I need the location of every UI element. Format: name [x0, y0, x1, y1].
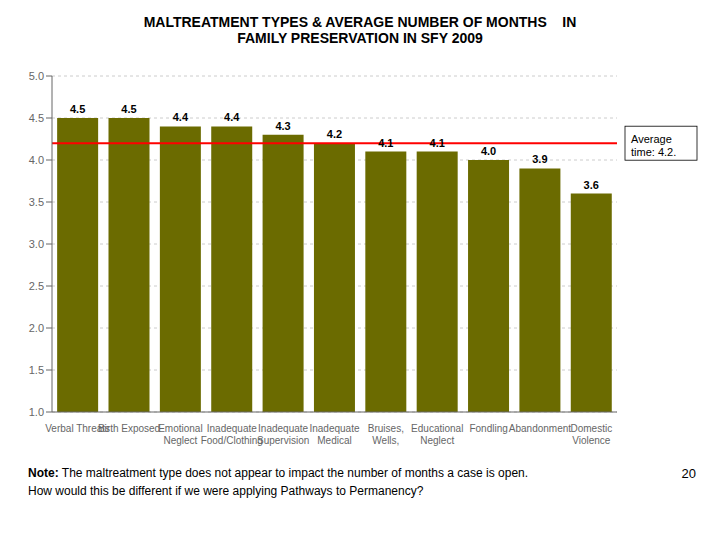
svg-text:4.4: 4.4 — [224, 111, 240, 123]
svg-text:4.2: 4.2 — [327, 128, 342, 140]
svg-text:4.5: 4.5 — [121, 103, 136, 115]
svg-text:4.1: 4.1 — [378, 137, 393, 149]
svg-text:4.1: 4.1 — [430, 137, 445, 149]
svg-text:InadequateMedical: InadequateMedical — [309, 423, 359, 446]
html-text:Note: The maltreatment type do: Note: The maltreatment type does not app… — [28, 466, 529, 480]
svg-text:EducationalNeglect: EducationalNeglect — [411, 423, 463, 446]
svg-text:1.0: 1.0 — [29, 406, 44, 418]
html-text:20: 20 — [681, 466, 696, 481]
html-text:MALTREATMENT TYPES & AVERAGE N: MALTREATMENT TYPES & AVERAGE NUMBER OF M… — [143, 14, 577, 30]
svg-text:1.5: 1.5 — [29, 364, 44, 376]
svg-text:Abandonment: Abandonment — [509, 423, 571, 434]
html-text:FAMILY PRESERVATION IN SFY 200: FAMILY PRESERVATION IN SFY 2009 — [237, 30, 483, 46]
svg-text:4.0: 4.0 — [29, 154, 44, 166]
svg-text:3.6: 3.6 — [584, 179, 599, 191]
svg-text:Verbal Threats: Verbal Threats — [45, 423, 111, 434]
svg-text:4.4: 4.4 — [173, 111, 189, 123]
svg-text:DomesticViolence: DomesticViolence — [570, 423, 612, 446]
svg-text:5.0: 5.0 — [29, 70, 44, 82]
svg-text:2.0: 2.0 — [29, 322, 44, 334]
svg-text:Averagetime: 4.2.: Averagetime: 4.2. — [631, 133, 676, 158]
svg-text:InadequateSupervision: InadequateSupervision — [257, 423, 309, 446]
svg-text:EmotionalNeglect: EmotionalNeglect — [158, 423, 202, 446]
svg-text:InadequateFood/Clothing: InadequateFood/Clothing — [201, 423, 263, 446]
svg-text:4.3: 4.3 — [275, 120, 290, 132]
svg-text:3.0: 3.0 — [29, 238, 44, 250]
svg-text:Bruises,Wells,: Bruises,Wells, — [368, 423, 404, 446]
svg-text:Fondling: Fondling — [469, 423, 507, 434]
svg-text:4.5: 4.5 — [29, 112, 44, 124]
svg-text:2.5: 2.5 — [29, 280, 44, 292]
svg-text:Birth Exposed: Birth Exposed — [98, 423, 160, 434]
svg-text:3.9: 3.9 — [532, 153, 547, 165]
html-text:How would this be different if: How would this be different if we were a… — [28, 484, 424, 498]
svg-text:4.5: 4.5 — [70, 103, 85, 115]
svg-text:3.5: 3.5 — [29, 196, 44, 208]
svg-text:4.0: 4.0 — [481, 145, 496, 157]
